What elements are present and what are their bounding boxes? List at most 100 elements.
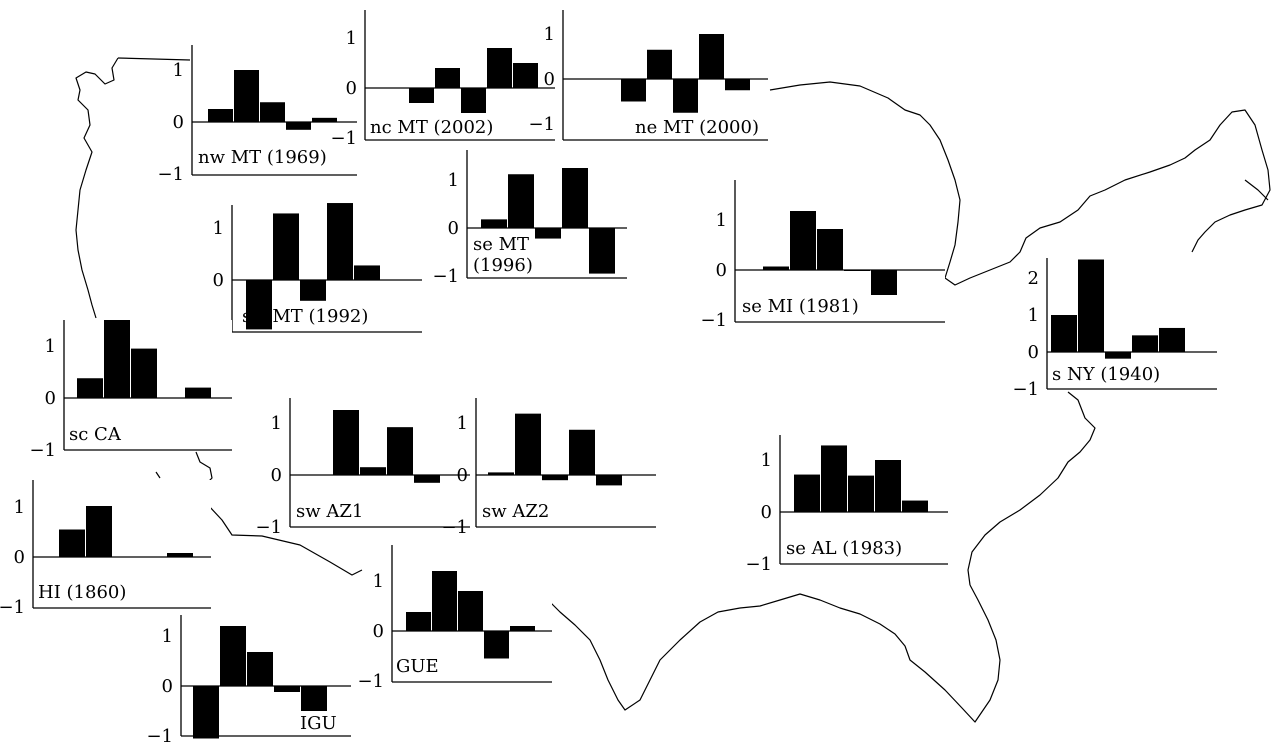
y-tick-label: 0 xyxy=(346,78,357,99)
bar xyxy=(848,475,874,512)
y-tick-label: 1 xyxy=(544,24,555,45)
y-tick-label: 0 xyxy=(213,270,224,291)
bar xyxy=(481,219,507,228)
panel-label: sw AZ1 xyxy=(296,501,363,522)
y-tick-label: −1 xyxy=(432,266,459,287)
chart-panel: 2 1 0 −1 s NY (1940) xyxy=(1012,258,1217,400)
y-tick-label: 0 xyxy=(544,69,555,90)
y-tick-label: 1 xyxy=(373,571,384,592)
bar xyxy=(86,506,112,557)
y-tick-label: −1 xyxy=(745,554,772,575)
y-tick-label: −1 xyxy=(528,114,555,135)
panel-label: (1996) xyxy=(473,255,533,276)
bar xyxy=(274,686,300,692)
panel-label: HI (1860) xyxy=(38,582,126,603)
y-tick-label: 1 xyxy=(716,210,727,231)
bar xyxy=(589,228,615,274)
bar xyxy=(301,686,327,711)
bar xyxy=(1132,335,1158,352)
y-tick-label: 0 xyxy=(373,621,384,642)
panel-label: GUE xyxy=(396,656,439,677)
y-tick-label: −1 xyxy=(157,164,184,185)
bar xyxy=(246,280,272,330)
y-tick-label: −1 xyxy=(441,517,468,538)
y-tick-label: 1 xyxy=(173,60,184,81)
bar xyxy=(300,280,326,301)
bar xyxy=(725,79,750,91)
bar xyxy=(763,266,789,270)
panel-label: nw MT (1969) xyxy=(198,147,327,168)
bar xyxy=(673,79,698,113)
bar xyxy=(1078,259,1104,352)
bar xyxy=(1051,315,1077,352)
y-tick-label: −1 xyxy=(146,726,173,743)
bar xyxy=(333,410,359,475)
bar xyxy=(699,34,724,79)
bar xyxy=(508,174,534,228)
bar xyxy=(902,500,928,512)
panel-label: sw MT (1992) xyxy=(242,306,368,327)
bar xyxy=(327,203,353,280)
y-tick-label: 1 xyxy=(271,413,282,434)
y-tick-label: 0 xyxy=(448,218,459,239)
bar xyxy=(208,109,233,122)
bar xyxy=(542,475,568,481)
chart-panel: 1 0 −1 nc MT (2002) xyxy=(330,10,555,149)
bar xyxy=(273,213,299,280)
bar-panels: 10−1nw MT (1969)10−1nc MT (2002)10−1 ne M… xyxy=(0,10,1217,743)
y-tick-label: 0 xyxy=(716,260,727,281)
bar xyxy=(185,387,211,398)
bar xyxy=(484,631,509,659)
y-tick-label: 1 xyxy=(162,626,173,647)
bar xyxy=(387,427,413,475)
us-outline-map xyxy=(75,57,1271,723)
bar xyxy=(794,474,820,512)
bar xyxy=(247,652,273,686)
y-tick-label: 0 xyxy=(45,388,56,409)
chart-panel: 1 0 −1 sw AZ2 xyxy=(441,398,656,538)
chart-panel: 1 0 −1 IGU xyxy=(146,615,351,743)
y-tick-label: 0 xyxy=(761,502,772,523)
panel-label: se MT xyxy=(473,234,529,255)
y-tick-label: 0 xyxy=(1028,342,1039,363)
bar xyxy=(461,88,486,113)
bar xyxy=(790,211,816,270)
y-tick-label: 1 xyxy=(1028,305,1039,326)
panel-label: IGU xyxy=(300,713,337,734)
panel-label: ne MT (2000) xyxy=(635,117,759,138)
y-tick-label: 1 xyxy=(213,218,224,239)
bar xyxy=(510,626,535,631)
bar xyxy=(220,626,246,686)
bar xyxy=(647,49,672,79)
y-tick-label: 1 xyxy=(457,413,468,434)
bar xyxy=(596,475,622,486)
bar xyxy=(817,229,843,270)
panel-label: sw AZ2 xyxy=(482,501,549,522)
y-tick-label: −1 xyxy=(700,310,727,331)
bar xyxy=(844,270,870,271)
y-tick-label: 0 xyxy=(14,547,25,568)
bar xyxy=(432,571,457,631)
y-tick-label: 1 xyxy=(761,450,772,471)
y-tick-label: 1 xyxy=(346,28,357,49)
y-tick-label: −1 xyxy=(1012,379,1039,400)
bar xyxy=(1159,327,1185,352)
bar xyxy=(406,612,431,631)
panel-label: se AL (1983) xyxy=(786,538,902,559)
bar xyxy=(569,429,595,475)
y-tick-label: 1 xyxy=(45,336,56,357)
bar xyxy=(487,48,512,88)
y-tick-label: −1 xyxy=(29,440,56,461)
bar xyxy=(621,79,646,102)
bar xyxy=(875,460,901,512)
bar xyxy=(488,472,514,475)
bar xyxy=(193,686,219,739)
bar xyxy=(409,88,434,103)
chart-panel: 1 0 −1 sc CA xyxy=(29,320,232,461)
y-tick-label: −1 xyxy=(0,597,25,618)
chart-panel: 1 0 −1 ne MT (2000) xyxy=(528,10,768,141)
chart-panel: 1 0 −1 sw AZ1 xyxy=(255,398,470,538)
bar xyxy=(821,445,847,512)
chart-panel: 1 0 −1 nw MT (1969) xyxy=(157,45,357,185)
